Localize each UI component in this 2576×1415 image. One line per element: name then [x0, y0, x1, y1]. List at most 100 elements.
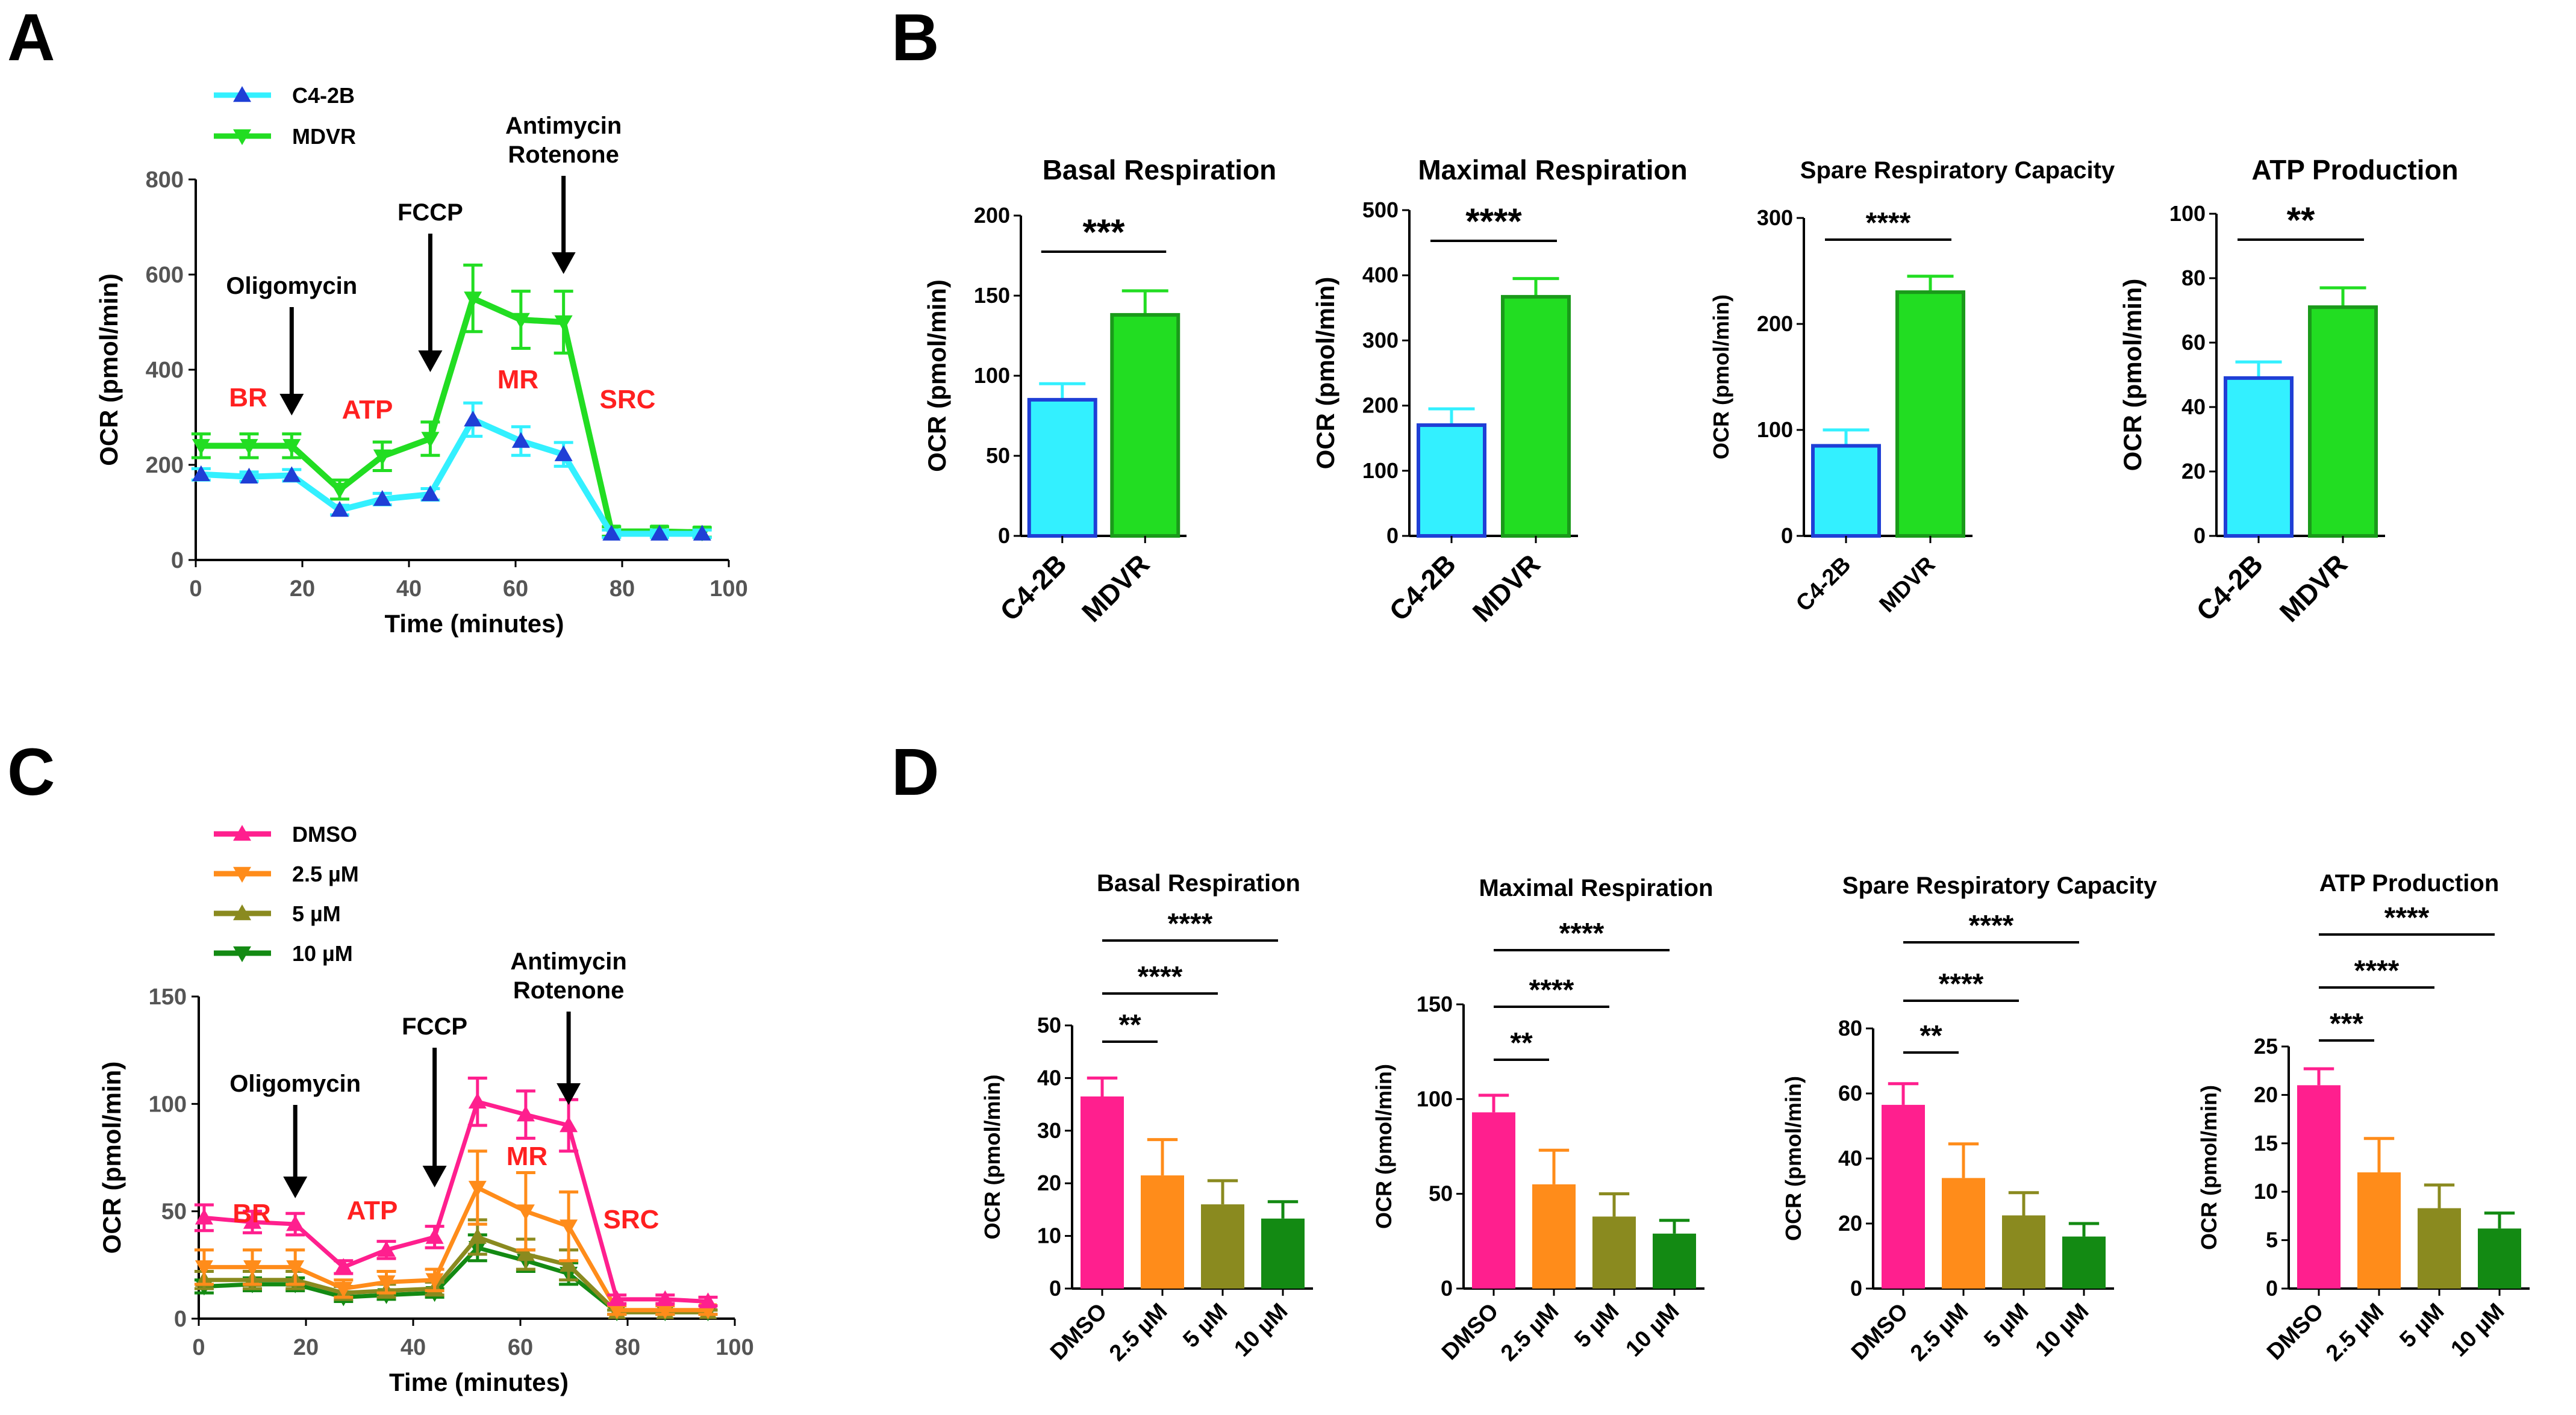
injection-label: Rotenone: [508, 142, 619, 168]
significance-label: **: [1920, 1020, 1942, 1052]
y-tick-label: 10: [2254, 1179, 2278, 1204]
y-tick-label: 80: [2181, 266, 2206, 290]
x-axis-title: Time (minutes): [385, 609, 564, 638]
data-point: [560, 1255, 578, 1272]
x-tick-label: 20: [293, 1335, 319, 1360]
category-label: MDVR: [1875, 552, 1941, 618]
y-tick-label: 25: [2254, 1034, 2278, 1059]
series-line: [204, 1099, 708, 1304]
y-tick-label: 100: [1417, 1086, 1453, 1111]
y-tick-label: 100: [974, 363, 1010, 388]
series-0: [191, 401, 712, 541]
y-axis-title: OCR (pmol/min): [980, 1075, 1005, 1240]
y-axis-title: OCR (pmol/min): [923, 279, 951, 472]
data-point: [192, 465, 210, 482]
y-tick-label: 60: [2181, 330, 2206, 355]
data-point: [511, 313, 530, 329]
category-label: 2.5 µM: [1105, 1299, 1172, 1366]
y-tick-label: 150: [974, 283, 1010, 308]
injection-arrowhead: [422, 1166, 447, 1187]
data-point: [243, 1260, 261, 1277]
data-point: [468, 1092, 487, 1109]
data-point: [425, 1273, 444, 1289]
significance-label: ****: [2354, 955, 2400, 987]
y-tick-label: 50: [161, 1199, 187, 1225]
data-point: [377, 1240, 396, 1257]
bar: [1027, 397, 1097, 538]
chart-title: Maximal Respiration: [1479, 875, 1713, 901]
bar: [2297, 1085, 2341, 1289]
data-point: [560, 1116, 578, 1133]
x-tick-label: 0: [189, 576, 202, 602]
y-tick-label: 0: [171, 548, 184, 573]
injection-label: Oligomycin: [229, 1071, 361, 1097]
category-label: DMSO: [2262, 1299, 2328, 1365]
injection-label: Oligomycin: [226, 273, 357, 299]
significance-label: ****: [1529, 974, 1574, 1006]
bar: [1501, 294, 1571, 538]
legend-marker: [233, 866, 251, 883]
chart-a: 0 20 40 60 80 100 0 200 400 600 800 Time (minutes) O…: [95, 83, 748, 638]
data-point: [516, 1204, 535, 1221]
chart-b4: ATP Production 0 20 40 60 80 100 OCR (pmol/min)…: [2118, 154, 2459, 628]
data-point: [377, 1275, 396, 1292]
significance-label: ***: [2330, 1008, 2363, 1040]
injection-label: Rotenone: [513, 977, 624, 1004]
data-point: [554, 315, 573, 331]
y-tick-label: 0: [174, 1307, 187, 1332]
bar: [1882, 1104, 1925, 1289]
y-axis-title: OCR (pmol/min): [1709, 294, 1733, 459]
significance-label: ****: [1939, 968, 1984, 1000]
bar: [1653, 1233, 1696, 1289]
y-tick-label: 150: [149, 984, 187, 1010]
x-axis-title: Time (minutes): [389, 1368, 569, 1396]
legend-marker: [233, 946, 251, 962]
significance-label: **: [1118, 1009, 1141, 1041]
x-tick-label: 0: [192, 1335, 205, 1360]
bar: [1141, 1175, 1184, 1289]
data-point: [511, 432, 530, 448]
injection-label: FCCP: [398, 199, 463, 226]
data-point: [330, 482, 349, 499]
chart-b1: Basal Respiration 0 50 100 150 200 OCR (pmol/m…: [923, 154, 1276, 628]
y-tick-label: 0: [1441, 1276, 1453, 1301]
chart-title: Spare Respiratory Capacity: [1842, 872, 2157, 899]
bar: [1417, 423, 1486, 538]
panel-label-d: D: [891, 735, 939, 809]
phase-label: ATP: [342, 395, 393, 424]
y-tick-label: 200: [146, 453, 184, 478]
data-point: [602, 524, 621, 541]
y-tick-label: 400: [146, 358, 184, 383]
y-tick-label: 0: [1850, 1276, 1862, 1301]
y-tick-label: 100: [2169, 201, 2206, 226]
data-point: [334, 1258, 353, 1274]
y-tick-label: 10: [1037, 1224, 1061, 1248]
category-label: 2.5 µM: [1906, 1299, 1973, 1366]
injection-label: Antimycin: [505, 113, 622, 139]
data-point: [656, 1290, 675, 1307]
significance-label: ****: [1168, 908, 1213, 940]
y-tick-label: 20: [1838, 1211, 1862, 1236]
category-label: 10 µM: [2030, 1299, 2094, 1362]
data-point: [468, 1181, 487, 1197]
y-axis-title: OCR (pmol/min): [95, 273, 123, 466]
bar: [1592, 1216, 1636, 1289]
chart-title: ATP Production: [2251, 154, 2458, 185]
category-label: DMSO: [1046, 1299, 1112, 1365]
data-point: [243, 1213, 261, 1229]
phase-label: SRC: [600, 385, 656, 414]
series-line: [201, 294, 702, 536]
y-tick-label: 20: [1037, 1171, 1061, 1195]
y-tick-label: 40: [1838, 1146, 1862, 1171]
y-tick-label: 50: [1429, 1181, 1453, 1206]
y-tick-label: 0: [998, 523, 1010, 548]
significance-label: ****: [1465, 201, 1522, 241]
category-label: MDVR: [1467, 548, 1547, 628]
data-point: [195, 1260, 213, 1277]
bar: [2418, 1208, 2461, 1289]
injection-arrowhead: [418, 350, 443, 372]
chart-title: Spare Respiratory Capacity: [1800, 157, 2115, 184]
data-point: [286, 1215, 305, 1231]
bar: [1201, 1204, 1244, 1289]
